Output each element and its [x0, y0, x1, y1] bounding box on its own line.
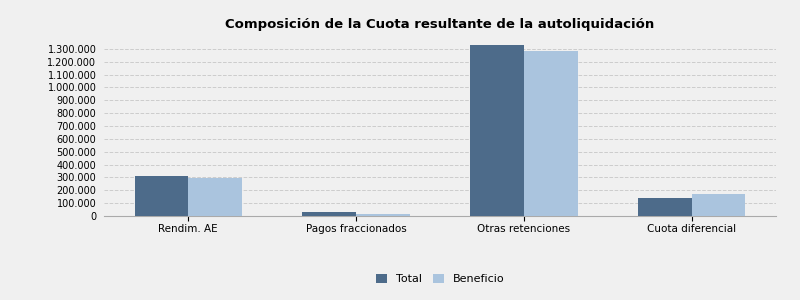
- Bar: [470, 45, 524, 216]
- Legend: Total, Beneficio: Total, Beneficio: [374, 272, 506, 286]
- Bar: [524, 51, 578, 216]
- Bar: [638, 198, 692, 216]
- Bar: [692, 194, 746, 216]
- Title: Composición de la Cuota resultante de la autoliquidación: Composición de la Cuota resultante de la…: [226, 18, 654, 31]
- Bar: [134, 176, 188, 216]
- Bar: [302, 212, 356, 216]
- Bar: [356, 214, 410, 216]
- Bar: [188, 178, 242, 216]
